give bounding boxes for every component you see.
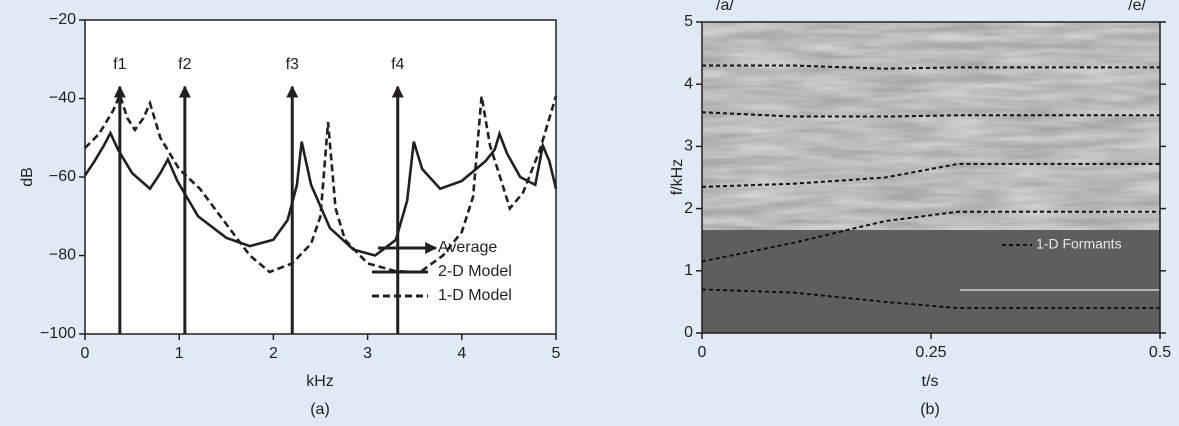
formant-line — [701, 288, 1160, 310]
y-tick-label: −40 — [49, 90, 76, 107]
y-axis-label: dB — [19, 167, 36, 187]
legend-label: 1-D Formants — [1036, 236, 1122, 252]
y-tick-label: −20 — [49, 11, 76, 28]
formant-line — [702, 64, 1160, 70]
y-tick-label: 0 — [684, 324, 693, 341]
annotation: /e/ — [1128, 0, 1146, 14]
x-tick-label: 5 — [552, 345, 561, 362]
x-tick-label: 0.25 — [915, 344, 946, 361]
legend-label: 1-D Model — [438, 287, 512, 304]
x-tick-label: 0.5 — [1149, 344, 1171, 361]
x-tick-label: 4 — [457, 345, 466, 362]
model-line — [84, 91, 558, 274]
x-axis-label: kHz — [306, 373, 334, 390]
x-tick-label: 2 — [269, 345, 278, 362]
y-tick-label: −80 — [49, 247, 76, 264]
annotation: /a/ — [716, 0, 734, 14]
legend-label: 2-D Model — [438, 263, 512, 280]
panel-caption: (a) — [310, 401, 330, 418]
y-tick-label: −60 — [49, 168, 76, 185]
y-tick-label: 4 — [684, 75, 693, 92]
formant-line — [701, 162, 1160, 188]
plot-area-a — [85, 20, 556, 334]
x-axis-label: t/s — [922, 373, 939, 390]
y-tick-label: 3 — [684, 138, 693, 155]
x-tick-label: 3 — [363, 345, 372, 362]
arrow-label: f3 — [286, 56, 299, 73]
y-tick-label: −100 — [40, 325, 76, 342]
y-tick-label: 5 — [684, 13, 693, 30]
x-tick-label: 1 — [175, 345, 184, 362]
y-tick-label: 2 — [684, 200, 693, 217]
arrow-label: f4 — [391, 56, 404, 73]
arrow-label: f1 — [113, 56, 126, 73]
legend-label: Average — [438, 239, 497, 256]
x-tick-label: 0 — [81, 345, 90, 362]
panel-caption: (b) — [920, 401, 940, 418]
y-axis-label: f/kHz — [669, 159, 686, 195]
x-tick-label: 0 — [698, 344, 707, 361]
spectrogram-lower — [702, 230, 1160, 333]
spectrogram — [702, 22, 1160, 333]
y-tick-label: 1 — [684, 262, 693, 279]
arrow-label: f2 — [178, 56, 191, 73]
formant-line — [701, 111, 1160, 118]
